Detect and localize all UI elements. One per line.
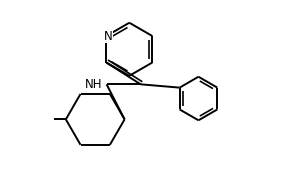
Text: NH: NH: [85, 78, 103, 91]
Text: N: N: [103, 30, 112, 42]
